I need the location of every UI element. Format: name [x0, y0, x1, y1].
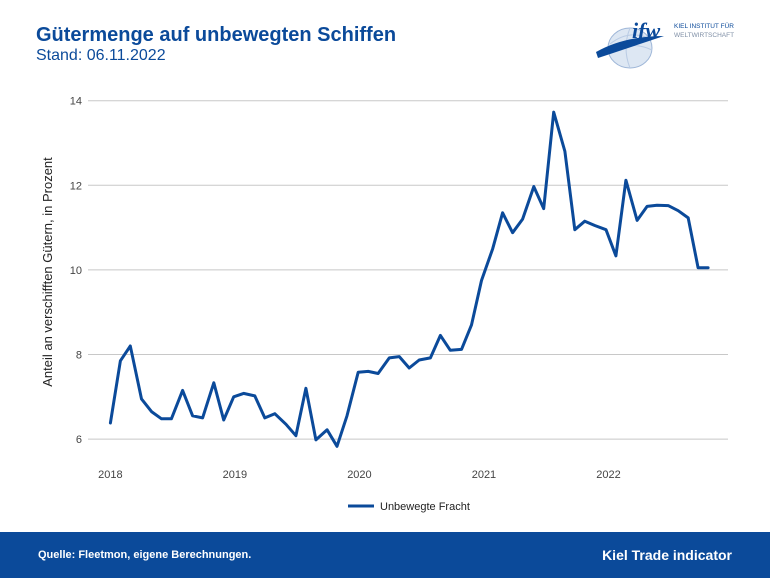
chart-subtitle: Stand: 06.11.2022: [36, 47, 166, 64]
y-axis-label: Anteil an verschifften Gütern, in Prozen…: [40, 157, 55, 387]
y-tick-label-10: 10: [70, 265, 82, 277]
line-chart: 6 8 10 12 14 2018 2019 2020 2021 2022 Anteil an …: [40, 96, 728, 513]
series-line-0: [108, 110, 710, 448]
legend-label-0: Unbewegte Fracht: [380, 501, 470, 513]
grid-lines: [88, 100, 728, 440]
logo-line2: WELTWIRTSCHAFT: [674, 32, 734, 39]
x-tick-label-2020: 2020: [347, 469, 371, 481]
logo-line1: KIEL INSTITUT FÜR: [674, 22, 734, 30]
legend: Unbewegte Fracht: [348, 501, 470, 513]
series-lines: [108, 110, 710, 448]
x-tick-label-2021: 2021: [472, 469, 496, 481]
y-tick-label-12: 12: [70, 180, 82, 192]
source-note: Quelle: Fleetmon, eigene Berechnungen.: [38, 549, 252, 561]
y-tick-label-6: 6: [76, 434, 82, 446]
x-tick-label-2022: 2022: [596, 469, 620, 481]
logo-wordmark: ifw: [632, 18, 660, 43]
x-tick-label-2019: 2019: [223, 469, 247, 481]
ifw-logo: ifw KIEL INSTITUT FÜR WELTWIRTSCHAFT: [596, 18, 734, 69]
globe-icon: [596, 27, 664, 69]
y-tick-label-8: 8: [76, 349, 82, 361]
x-tick-label-2018: 2018: [98, 469, 122, 481]
x-tick-labels: 2018 2019 2020 2021 2022: [98, 469, 621, 481]
footer-brand: Kiel Trade indicator: [602, 547, 732, 563]
footer-bar: Quelle: Fleetmon, eigene Berechnungen. K…: [0, 532, 770, 578]
chart-title: Gütermenge auf unbewegten Schiffen: [36, 24, 397, 46]
y-tick-label-14: 14: [70, 96, 82, 108]
y-tick-labels: 6 8 10 12 14: [70, 96, 82, 446]
